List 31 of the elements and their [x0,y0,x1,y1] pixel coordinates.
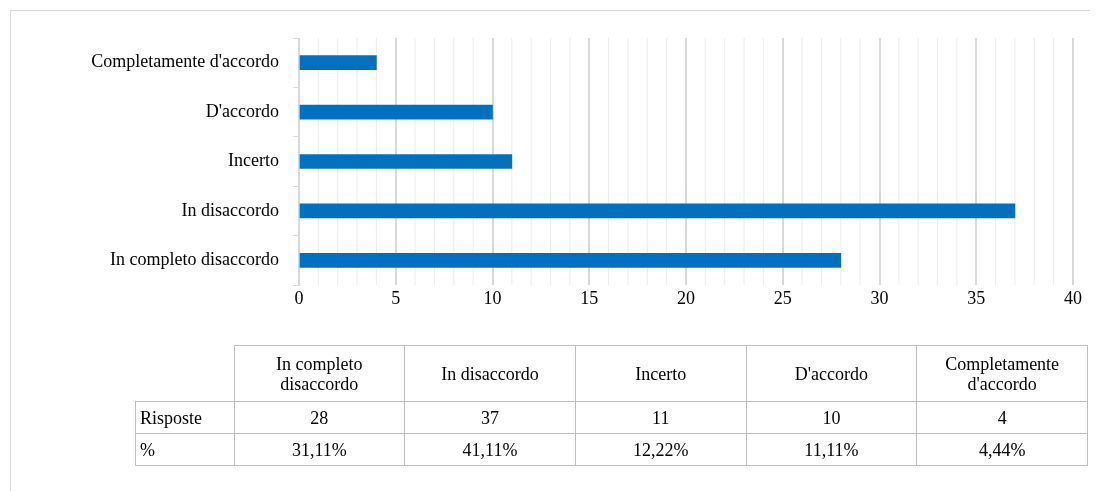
x-tick-label: 30 [870,287,889,308]
text: 10 [746,401,917,434]
category-label: In completo disaccordo [276,353,363,394]
x-tick-label: 15 [580,287,599,308]
text: 31,11% [234,433,405,466]
category-label: Completamente d'accordo [945,353,1060,394]
text: % [135,433,234,466]
y-tick-label: Incerto [228,150,279,171]
x-tick-label: 5 [391,287,401,308]
x-tick-label: 40 [1064,287,1082,308]
text: 4,44% [916,433,1088,466]
x-tick-label: 25 [773,287,792,308]
text: 41,11% [404,433,576,466]
text: 12,22% [575,433,747,466]
category-label: D'accordo [794,363,869,384]
text: 4 [916,401,1088,434]
text: 11,11% [746,433,917,466]
category-label: In disaccordo [441,363,539,384]
x-tick-label: 10 [483,287,502,308]
x-tick-label: 20 [677,287,695,308]
y-tick-label: In disaccordo [181,199,279,220]
y-tick-label: Completamente d'accordo [91,51,279,72]
text: 11 [575,401,747,434]
text: Risposte [135,401,234,434]
text: 28 [234,401,405,434]
text: 37 [404,401,576,434]
x-tick-label: 0 [294,287,304,308]
x-tick-label: 35 [967,287,986,308]
category-label: Incerto [635,363,687,384]
y-tick-label: In completo disaccordo [110,249,279,270]
y-tick-label: D'accordo [205,100,279,121]
